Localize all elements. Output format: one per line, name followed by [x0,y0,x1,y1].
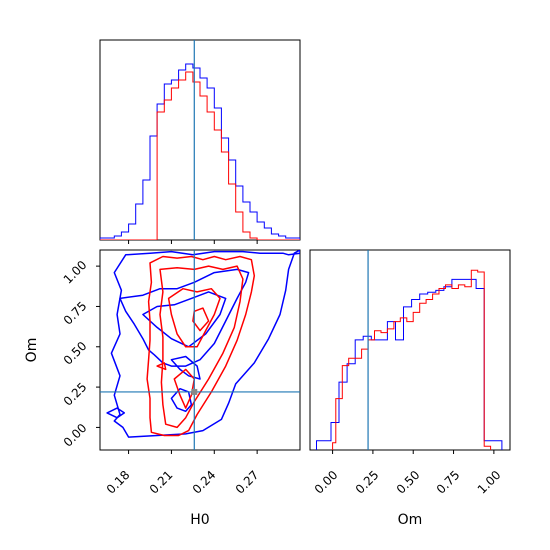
joint-y-tick-label: 0.50 [61,339,90,368]
h0-histogram-series [100,63,300,240]
joint-contour-panel [96,249,301,454]
h0-histogram-blue [100,63,300,240]
joint-y-tick-label: 1.00 [61,258,90,287]
om-x-tick-label: 1.00 [475,468,504,497]
joint-contour-series [106,250,300,438]
joint-contour-blue-4 [170,387,193,413]
om-x-tick-label: 0.25 [353,468,382,497]
joint-contour-blue-1 [119,268,250,367]
joint-x-tick-label: 0.21 [147,468,176,497]
joint-contour-blue-3 [170,355,201,380]
joint-x-axis-label: H0 [190,512,209,528]
joint-x-tick-labels: 0.18 0.21 0.24 0.27 [104,468,262,497]
joint-x-tick-label: 0.18 [104,468,133,497]
h0-histogram-panel [99,39,301,244]
joint-contour-blue-0 [110,250,300,438]
om-x-tick-label: 0.00 [312,468,341,497]
joint-contour-blue-2 [142,291,227,348]
om-histogram-red [332,269,492,450]
joint-y-tick-label: 0.00 [61,421,90,450]
joint-contour-red-3 [173,368,196,409]
joint-x-tick-label: 0.27 [233,468,262,497]
h0-histogram-frame [99,39,301,241]
joint-y-tick-labels: 0.00 0.25 0.50 0.75 1.00 [61,258,90,450]
joint-y-axis-label: Om [24,338,40,363]
joint-truth-marker [191,388,198,395]
om-x-tick-label: 0.75 [434,468,463,497]
om-x-tick-label: 0.50 [394,468,423,497]
joint-contour-frame [99,249,301,451]
joint-contour-blue-5 [106,407,126,419]
joint-y-tick-label: 0.75 [61,299,90,328]
h0-histogram-red [100,71,300,240]
joint-contour-red-4 [192,307,210,332]
om-histogram-frame [309,249,511,451]
joint-x-tick-label: 0.24 [190,468,219,497]
joint-contour-red-5 [156,362,167,371]
joint-y-tick-label: 0.25 [61,380,90,409]
om-x-tick-labels: 0.00 0.25 0.50 0.75 1.00 [312,468,504,497]
om-histogram-panel [309,249,511,454]
joint-contour-red-1 [159,265,244,429]
om-histogram-series [316,269,503,450]
om-histogram-blue [316,278,503,450]
om-x-axis-label: Om [398,512,423,528]
